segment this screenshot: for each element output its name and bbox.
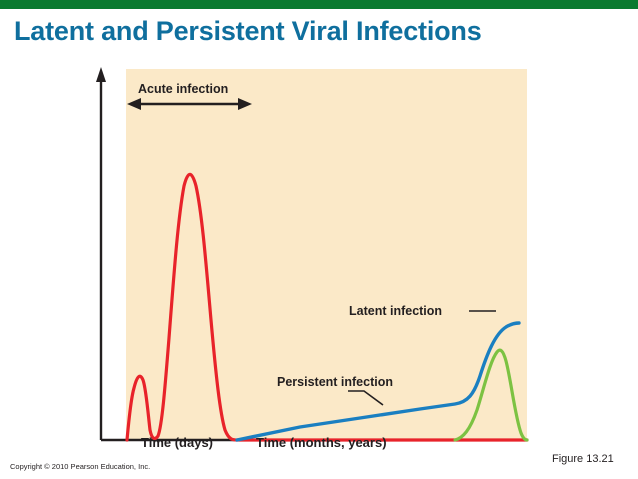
acute-infection-range-arrow: [127, 98, 252, 110]
series-latent-infection: [453, 348, 529, 442]
page-title: Latent and Persistent Viral Infections: [14, 16, 482, 46]
persistent-leader-line: [348, 390, 384, 406]
copyright-notice: Copyright © 2010 Pearson Education, Inc.: [10, 462, 151, 471]
figure-chart: Acute infection Latent infection Persist…: [0, 58, 638, 458]
annotation-acute-infection: Acute infection: [138, 82, 229, 96]
annotation-latent-infection: Latent infection: [349, 304, 443, 318]
annotation-persistent-infection: Persistent infection: [277, 375, 393, 389]
x-axis-label-days: Time (days): [141, 435, 214, 450]
chart-svg: [96, 67, 529, 442]
series-acute-infection: [125, 172, 529, 442]
series-persistent-infection: [235, 321, 521, 442]
plot-background: [126, 69, 527, 440]
top-accent-bar: [0, 0, 638, 9]
y-axis: [96, 67, 106, 440]
figure-number: Figure 13.21: [552, 453, 614, 465]
x-axis-label-months-years: Time (months, years): [256, 435, 387, 450]
